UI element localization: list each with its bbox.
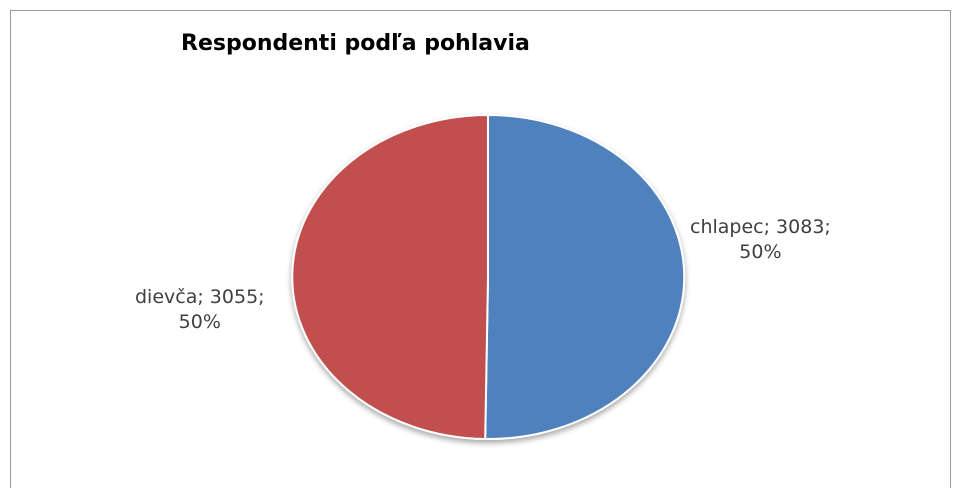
pie-slices — [291, 113, 686, 440]
slice-label-chlapec-line2: 50% — [739, 241, 782, 263]
slice-label-chlapec: chlapec; 3083; 50% — [690, 215, 831, 265]
pie-slice-chlapec — [484, 113, 686, 440]
pie-slice-dievča — [291, 113, 489, 440]
slice-label-dievca-line2: 50% — [178, 311, 221, 333]
slice-label-dievca: dievča; 3055; 50% — [135, 285, 265, 335]
slice-label-dievca-line1: dievča; 3055; — [135, 286, 265, 308]
chart-title: Respondenti podľa pohlavia — [181, 31, 530, 56]
slice-label-chlapec-line1: chlapec; 3083; — [690, 216, 831, 238]
